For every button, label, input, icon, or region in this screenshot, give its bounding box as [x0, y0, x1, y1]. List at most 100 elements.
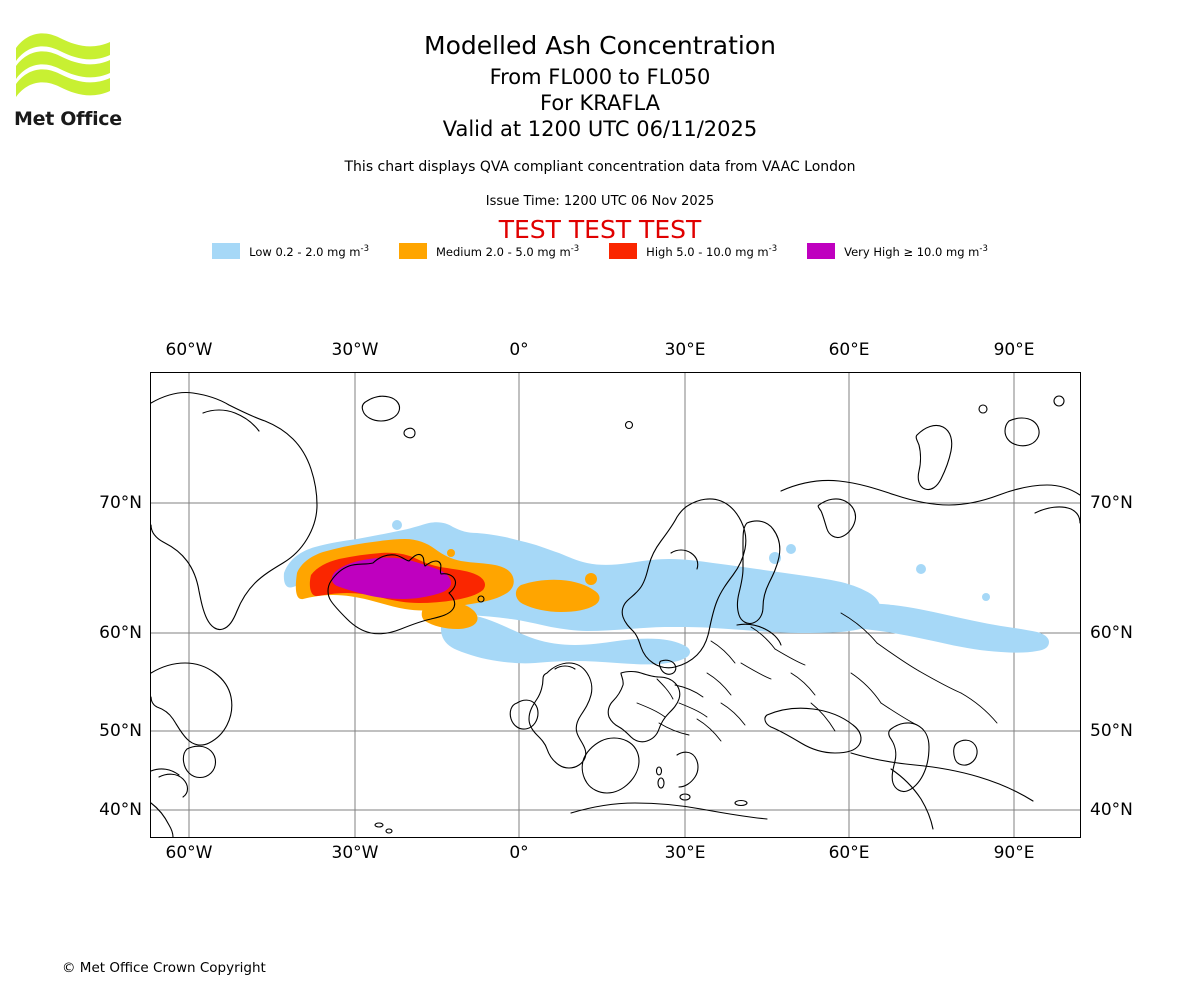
coastline-russia-arctic: [780, 479, 1080, 506]
lat-label-right-40: 40°N: [1090, 800, 1133, 820]
legend-item-very-high: Very High ≥ 10.0 mg m-3: [807, 243, 988, 259]
plume-contour-very-high: [331, 557, 451, 599]
lon-label-bottom-2: 0°: [509, 843, 529, 863]
lon-label-bottom-1: 30°W: [331, 843, 379, 863]
met-office-waves-icon: [16, 33, 110, 97]
legend-swatch-medium: [398, 243, 427, 259]
legend-label-low: Low 0.2 - 2.0 mg m-3: [249, 243, 369, 259]
plume-patch-medium-2: [421, 600, 478, 629]
coastline-ireland: [509, 699, 539, 730]
lon-label-bottom-3: 30°E: [664, 843, 706, 863]
coastline-island-sicily: [679, 793, 691, 801]
border-asia-south: [890, 768, 934, 830]
lon-label-top-2: 0°: [509, 340, 529, 360]
plume-patch-low-5: [982, 593, 990, 601]
lat-label-right-50: 50°N: [1090, 721, 1133, 741]
coastline-svalbard: [361, 395, 401, 422]
flight-level-range: From FL000 to FL050: [489, 65, 711, 89]
plume-patch-low-4: [916, 564, 926, 574]
coastline-italy: [676, 751, 699, 788]
legend-label-medium: Medium 2.0 - 5.0 mg m-3: [435, 243, 580, 259]
coastline-island-arctic-2: [1053, 395, 1065, 407]
logo-wordmark: Met Office: [14, 108, 122, 130]
coastline-iberia: [581, 737, 640, 794]
coastline-greenland: [151, 391, 318, 631]
plume-patch-low-1: [392, 520, 402, 530]
issue-time: Issue Time: 1200 UTC 06 Nov 2025: [485, 194, 715, 209]
lat-label-left-70: 70°N: [99, 493, 142, 513]
coastline-aral-sea: [953, 739, 978, 766]
coastline-newfoundland: [182, 745, 217, 779]
map-canvas: [151, 373, 1080, 837]
lat-label-left-50: 50°N: [99, 721, 142, 741]
lon-label-bottom-0: 60°W: [165, 843, 213, 863]
test-banner: TEST TEST TEST: [498, 215, 702, 244]
coastline-denmark: [658, 659, 677, 675]
coastline-baltic-states: [736, 623, 782, 646]
met-office-logo: Met Office: [14, 28, 124, 130]
coastline-nova-scotia: [158, 773, 189, 798]
coastline-island-arctic-1: [978, 404, 988, 414]
coastline-iceland: [327, 553, 457, 635]
legend-item-low: Low 0.2 - 2.0 mg m-3: [212, 243, 399, 259]
coastline-jan-mayen: [403, 427, 416, 439]
coastline-island-crete: [734, 799, 748, 807]
coastline-great-britain: [528, 662, 593, 769]
legend-swatch-low: [212, 243, 241, 259]
volcano-name: For KRAFLA: [540, 91, 660, 115]
coastline-greenland-detail: [202, 409, 260, 432]
copyright-notice: © Met Office Crown Copyright: [62, 960, 266, 976]
coastline-white-sea: [817, 498, 857, 539]
lat-label-right-70: 70°N: [1090, 493, 1133, 513]
coastline-black-sea: [764, 707, 862, 754]
valid-time: Valid at 1200 UTC 06/11/2025: [442, 117, 758, 141]
lon-label-top-3: 30°E: [664, 340, 706, 360]
coastline-novaya-zemlya: [915, 424, 953, 491]
ash-plume-contours: [283, 520, 1049, 665]
legend-swatch-very-high: [807, 243, 836, 259]
coastline-kara-islands: [1004, 417, 1040, 447]
coastline-island-sardinia: [657, 777, 665, 789]
legend-item-medium: Medium 2.0 - 5.0 mg m-3: [398, 243, 609, 259]
coastline-small-island-1: [624, 420, 634, 430]
coastline-scotland-detail: [554, 665, 576, 670]
plume-patch-low-3: [786, 544, 796, 554]
lon-label-top-0: 60°W: [165, 340, 213, 360]
plume-contour-low-east-arm: [825, 603, 1049, 653]
plume-patch-medium-5: [585, 573, 597, 585]
coastline-canada-lakes: [151, 768, 180, 776]
coastline-labrador: [151, 662, 233, 746]
coastline-faroes: [477, 595, 485, 603]
coastline-island-corsica: [655, 766, 663, 776]
legend-label-very-high: Very High ≥ 10.0 mg m-3: [844, 243, 988, 259]
lat-label-right-60: 60°N: [1090, 623, 1133, 643]
concentration-legend: Low 0.2 - 2.0 mg m-3 Medium 2.0 - 5.0 mg…: [0, 243, 1200, 259]
coastline-scandinavia: [621, 498, 747, 669]
coastline-siberia-east: [1034, 506, 1080, 524]
lat-label-left-60: 60°N: [99, 623, 142, 643]
coastline-caspian-sea: [888, 722, 930, 793]
coastline-west-europe: [607, 670, 681, 743]
plume-patch-medium-1: [515, 579, 600, 612]
legend-label-high: High 5.0 - 10.0 mg m-3: [646, 243, 778, 259]
lon-label-bottom-5: 90°E: [993, 843, 1035, 863]
lat-label-left-40: 40°N: [99, 800, 142, 820]
chart-description: This chart displays QVA compliant concen…: [344, 159, 856, 175]
plume-patch-medium-4: [447, 549, 455, 557]
coastline-norway-fjords: [670, 549, 699, 570]
legend-swatch-high: [609, 243, 638, 259]
map-panel[interactable]: [150, 372, 1081, 838]
lon-label-top-5: 90°E: [993, 340, 1035, 360]
lon-label-top-1: 30°W: [331, 340, 379, 360]
map-coastlines: [151, 391, 1080, 837]
page-title: Modelled Ash Concentration: [424, 31, 776, 60]
border-central-asia: [850, 752, 1034, 802]
legend-item-high: High 5.0 - 10.0 mg m-3: [609, 243, 807, 259]
coastline-island-azores-2: [385, 828, 393, 834]
lon-label-bottom-4: 60°E: [828, 843, 870, 863]
coastline-island-azores: [374, 822, 384, 828]
coastline-finland: [736, 520, 781, 625]
coastline-north-africa: [570, 802, 768, 820]
plume-contour-low-south-lobe: [441, 611, 690, 665]
coastline-usa-east: [151, 802, 174, 837]
